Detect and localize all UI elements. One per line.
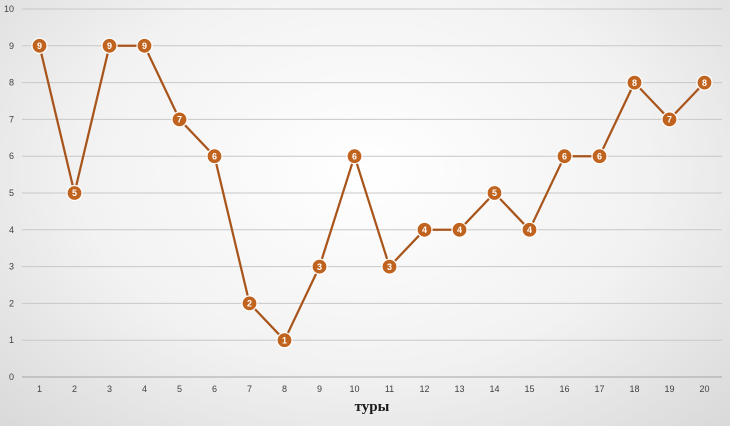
data-label-9: 3 [317,262,322,272]
y-tick-label-5: 5 [9,188,14,198]
data-label-20: 8 [702,78,707,88]
y-tick-label-0: 0 [9,372,14,382]
x-axis-title: туры [355,399,390,415]
data-label-3: 9 [107,41,112,51]
y-tick-label-10: 10 [4,4,14,14]
data-point-15 [521,221,538,238]
data-label-10: 6 [352,151,357,161]
x-tick-label-8: 8 [282,384,287,394]
data-label-11: 3 [387,262,392,272]
x-tick-label-20: 20 [699,384,709,394]
x-tick-label-16: 16 [559,384,569,394]
data-label-13: 4 [457,225,462,235]
y-tick-label-7: 7 [9,114,14,124]
data-label-7: 2 [247,299,252,309]
x-tick-label-12: 12 [419,384,429,394]
x-tick-label-15: 15 [524,384,534,394]
data-label-4: 9 [142,41,147,51]
x-tick-label-19: 19 [664,384,674,394]
data-label-2: 5 [72,188,77,198]
data-point-10 [346,148,363,165]
data-label-5: 7 [177,115,182,125]
data-point-18 [626,74,643,91]
data-label-1: 9 [37,41,42,51]
data-point-12 [416,221,433,238]
x-tick-label-13: 13 [454,384,464,394]
data-label-8: 1 [282,335,287,345]
data-point-9 [311,258,328,275]
data-label-18: 8 [632,78,637,88]
series: 9 5 9 9 7 6 2 1 3 6 3 4 4 5 4 6 6 8 7 8 [31,37,713,349]
y-tick-label-4: 4 [9,225,14,235]
data-label-17: 6 [597,151,602,161]
x-tick-label-4: 4 [142,384,147,394]
data-label-16: 6 [562,151,567,161]
data-point-16 [556,148,573,165]
x-tick-label-17: 17 [594,384,604,394]
data-point-13 [451,221,468,238]
y-tick-label-8: 8 [9,78,14,88]
x-tick-label-1: 1 [37,384,42,394]
y-tick-label-9: 9 [9,41,14,51]
x-tick-label-11: 11 [385,384,394,394]
data-point-11 [381,258,398,275]
data-point-14 [486,184,503,202]
x-tick-label-3: 3 [107,384,112,394]
y-tick-label-2: 2 [9,298,14,308]
data-label-19: 7 [667,115,672,125]
data-label-12: 4 [422,225,427,235]
y-tick-label-6: 6 [9,151,14,161]
x-tick-label-6: 6 [212,384,217,394]
data-point-8 [276,332,293,349]
data-point-17 [591,148,608,165]
data-point-7 [241,295,258,312]
y-tick-label-3: 3 [9,262,14,272]
data-point-19 [661,111,678,128]
x-tick-label-2: 2 [72,384,77,394]
data-label-6: 6 [212,151,217,161]
data-label-15: 4 [527,225,532,235]
data-point-20 [696,74,713,91]
x-axis-ticks: 1 2 3 4 5 6 7 8 9 10 11 12 13 14 15 16 17 18 19 20 [37,384,710,394]
data-point-5 [171,111,188,128]
data-point-4 [136,37,153,54]
x-tick-label-14: 14 [489,384,499,394]
x-tick-label-18: 18 [629,384,639,394]
x-tick-label-5: 5 [177,384,182,394]
x-tick-label-10: 10 [349,384,359,394]
data-label-14: 5 [492,188,497,198]
data-point-2 [66,184,83,202]
y-axis-ticks: 0 1 2 3 4 5 6 7 8 9 10 [4,4,14,382]
y-tick-label-1: 1 [9,335,14,345]
gridlines [22,8,722,378]
x-tick-label-9: 9 [317,384,322,394]
data-point-1 [31,37,48,54]
data-point-6 [206,148,223,165]
x-tick-label-7: 7 [247,384,252,394]
data-point-3 [101,37,118,54]
